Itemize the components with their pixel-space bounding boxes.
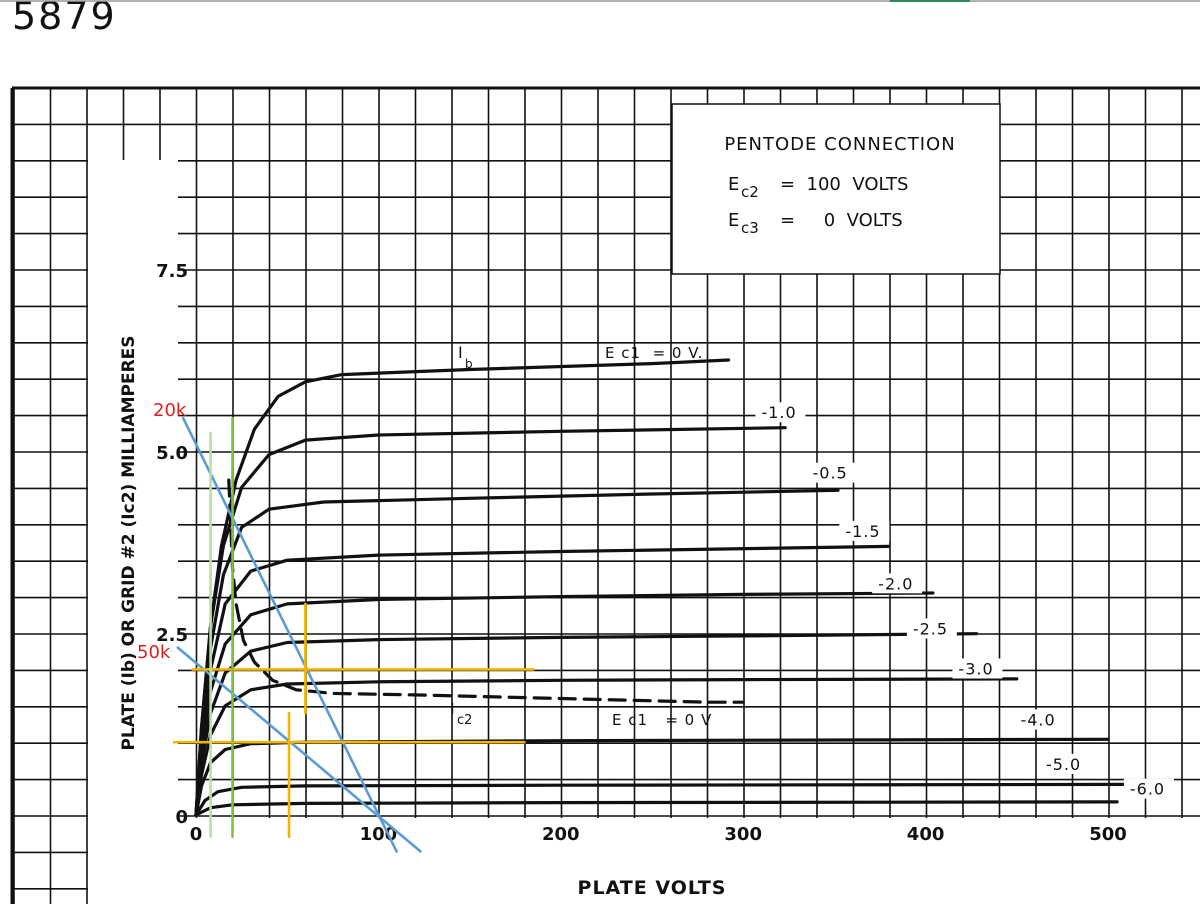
plate-curve — [194, 782, 1128, 817]
curve-label-bg — [872, 573, 923, 594]
plate-curve — [194, 677, 1019, 817]
ic2-subscript: c2 — [457, 713, 472, 728]
curve-label: -0.5 — [813, 464, 848, 483]
curve-label: -4.0 — [1020, 710, 1055, 729]
legend-line-ec2: E c2 = 100 VOLTS — [728, 174, 908, 201]
curve-label: -2.5 — [913, 619, 948, 638]
ylabel-mask — [88, 160, 178, 904]
ib-subscript: b — [465, 357, 473, 371]
plate-curve — [194, 488, 840, 817]
ec1-zero-top-label: E c1 = 0 V. — [605, 344, 703, 362]
ic2-symbol: I — [450, 699, 455, 718]
curves — [172, 358, 1128, 853]
y-tick-label: 5.0 — [156, 443, 188, 464]
curve-label: -2.0 — [878, 574, 913, 593]
curve-label: -3.0 — [958, 659, 993, 678]
load-line-20k-label: 20k — [153, 400, 187, 421]
curve-label: -1.0 — [761, 403, 796, 422]
curve-label: -6.0 — [1130, 780, 1165, 799]
legend-line-ec3: E c3 = 0 VOLTS — [728, 210, 903, 237]
ic2-label: I c2 — [450, 699, 472, 728]
axis-ticks: 0 100 200 300 400 500 0 2.5 5.0 7.5 — [156, 261, 1127, 845]
plate-curve — [194, 632, 979, 817]
ec1-zero-bottom-label: E c1 = 0 V — [612, 711, 712, 729]
load-line-20k — [181, 416, 398, 853]
curve-label-bg — [839, 520, 890, 541]
plate-curve — [194, 358, 731, 817]
ib-symbol: I — [458, 343, 463, 362]
curve-label-bg — [806, 462, 857, 483]
xaxis-mask — [178, 818, 1200, 904]
curve-label-bg — [755, 402, 806, 423]
legend-ec3-value: = 0 VOLTS — [780, 210, 903, 231]
legend-ec3-subscript: c3 — [741, 219, 759, 237]
curve-label-bg — [952, 658, 1003, 679]
curve-label-bg — [1014, 709, 1065, 730]
x-tick-label: 200 — [542, 824, 580, 845]
x-tick-label: 500 — [1089, 824, 1127, 845]
x-tick-label: 300 — [724, 824, 762, 845]
y-tick-label: 2.5 — [156, 625, 188, 646]
curve-label: -5.0 — [1046, 755, 1081, 774]
ib-label: I b — [458, 343, 473, 371]
curve-label-bg — [1039, 753, 1090, 774]
curve-label: -1.5 — [845, 522, 880, 541]
y-tick-label: 7.5 — [156, 261, 188, 282]
legend-ec3-symbol: E — [728, 210, 739, 231]
legend-ec2-value: = 100 VOLTS — [780, 174, 908, 195]
x-tick-label: 400 — [907, 824, 945, 845]
ic2-curve — [227, 478, 745, 704]
load-line-50k — [176, 646, 422, 853]
x-tick-label: 100 — [360, 824, 398, 845]
legend-heading: PENTODE CONNECTION — [724, 134, 955, 155]
legend-ec2-symbol: E — [728, 174, 739, 195]
curve-label-bg — [1123, 778, 1174, 799]
curve-labels: -1.0 -0.5 -1.5 -2.0 -2.5 -3.0 -4.0 -5.0 -6.0 — [755, 402, 1174, 799]
legend-box — [671, 103, 1001, 275]
plate-curve — [194, 800, 1119, 817]
tube-number: 5879 — [12, 0, 117, 38]
y-axis-label: PLATE (Ib) OR GRID #2 (Ic2) MILLIAMPERES — [119, 335, 139, 750]
curve-label-bg — [906, 618, 957, 639]
legend-ec2-subscript: c2 — [741, 183, 759, 201]
plate-curve — [194, 591, 935, 817]
x-tick-label: 0 — [190, 824, 203, 845]
load-line-50k-label: 50k — [137, 642, 171, 663]
x-axis-label: PLATE VOLTS — [578, 877, 727, 899]
plate-curve — [194, 544, 891, 817]
y-tick-label: 0 — [175, 807, 188, 828]
